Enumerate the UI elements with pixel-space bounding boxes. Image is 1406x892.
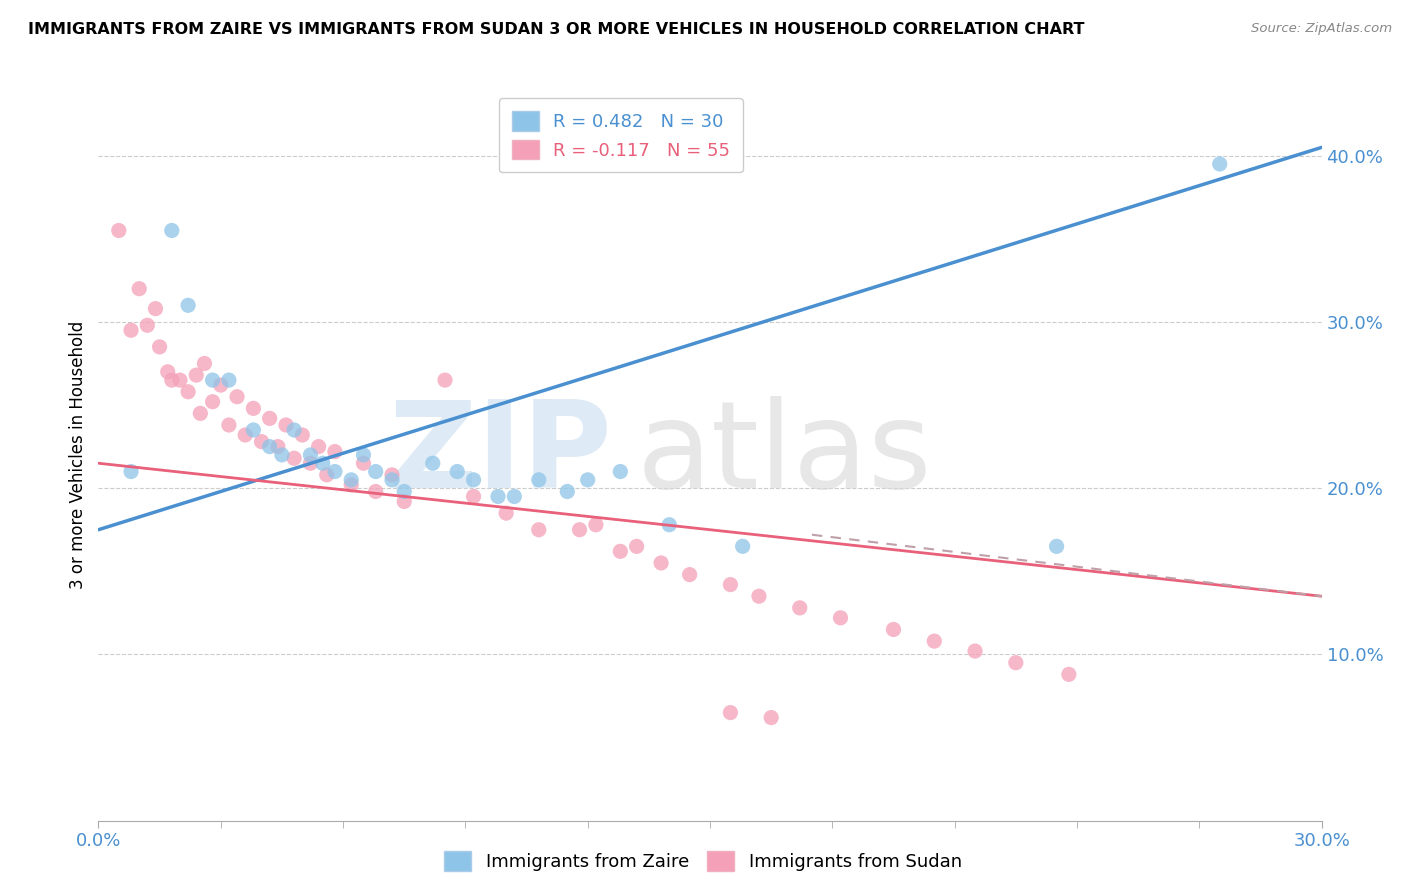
Point — [267, 440, 290, 454]
Point — [585, 517, 607, 532]
Point — [323, 444, 346, 458]
Text: ZIP: ZIP — [388, 396, 612, 514]
Point — [392, 494, 416, 508]
Point — [922, 634, 945, 648]
Point — [299, 448, 322, 462]
Point — [160, 223, 183, 237]
Point — [1057, 667, 1080, 681]
Point — [626, 539, 648, 553]
Point — [486, 490, 509, 504]
Point — [568, 523, 591, 537]
Y-axis label: 3 or more Vehicles in Household: 3 or more Vehicles in Household — [69, 321, 87, 589]
Point — [557, 484, 579, 499]
Point — [169, 373, 191, 387]
Point — [381, 467, 404, 482]
Legend: R = 0.482   N = 30, R = -0.117   N = 55: R = 0.482 N = 30, R = -0.117 N = 55 — [499, 98, 742, 172]
Point — [1004, 656, 1026, 670]
Point — [340, 478, 363, 492]
Point — [274, 417, 297, 432]
Point — [422, 456, 444, 470]
Text: IMMIGRANTS FROM ZAIRE VS IMMIGRANTS FROM SUDAN 3 OR MORE VEHICLES IN HOUSEHOLD C: IMMIGRANTS FROM ZAIRE VS IMMIGRANTS FROM… — [28, 22, 1084, 37]
Point — [748, 589, 770, 603]
Point — [731, 539, 754, 553]
Point — [352, 448, 374, 462]
Point — [1045, 539, 1069, 553]
Point — [392, 484, 416, 499]
Point — [120, 465, 142, 479]
Point — [156, 365, 179, 379]
Point — [609, 465, 631, 479]
Point — [242, 401, 264, 416]
Point — [576, 473, 599, 487]
Point — [108, 223, 131, 237]
Point — [177, 384, 200, 399]
Point — [323, 465, 346, 479]
Point — [209, 378, 232, 392]
Point — [188, 406, 212, 420]
Point — [250, 434, 273, 449]
Point — [308, 440, 330, 454]
Point — [283, 423, 305, 437]
Point — [201, 394, 224, 409]
Point — [434, 373, 457, 387]
Point — [463, 490, 485, 504]
Point — [340, 473, 363, 487]
Point — [291, 428, 314, 442]
Point — [201, 373, 224, 387]
Point — [259, 411, 281, 425]
Point — [1209, 157, 1232, 171]
Point — [270, 448, 294, 462]
Point — [283, 451, 305, 466]
Point — [128, 282, 150, 296]
Point — [242, 423, 264, 437]
Point — [218, 373, 240, 387]
Point — [136, 318, 159, 333]
Legend: Immigrants from Zaire, Immigrants from Sudan: Immigrants from Zaire, Immigrants from S… — [437, 844, 969, 879]
Point — [720, 706, 742, 720]
Point — [149, 340, 172, 354]
Point — [650, 556, 672, 570]
Point — [364, 484, 387, 499]
Point — [226, 390, 249, 404]
Point — [503, 490, 526, 504]
Point — [761, 710, 783, 724]
Point — [789, 600, 811, 615]
Point — [830, 611, 852, 625]
Point — [609, 544, 631, 558]
Point — [965, 644, 987, 658]
Point — [186, 368, 208, 383]
Text: atlas: atlas — [637, 396, 932, 514]
Point — [364, 465, 387, 479]
Point — [218, 417, 240, 432]
Point — [720, 577, 742, 591]
Point — [495, 506, 517, 520]
Point — [299, 456, 322, 470]
Point — [679, 567, 702, 582]
Point — [446, 465, 468, 479]
Point — [312, 456, 335, 470]
Point — [145, 301, 167, 316]
Point — [527, 523, 550, 537]
Point — [177, 298, 200, 312]
Point — [160, 373, 183, 387]
Point — [233, 428, 256, 442]
Point — [527, 473, 550, 487]
Point — [259, 440, 281, 454]
Point — [463, 473, 485, 487]
Point — [193, 356, 215, 370]
Point — [883, 623, 905, 637]
Point — [381, 473, 404, 487]
Point — [315, 467, 337, 482]
Point — [658, 517, 681, 532]
Point — [120, 323, 142, 337]
Point — [352, 456, 374, 470]
Text: Source: ZipAtlas.com: Source: ZipAtlas.com — [1251, 22, 1392, 36]
